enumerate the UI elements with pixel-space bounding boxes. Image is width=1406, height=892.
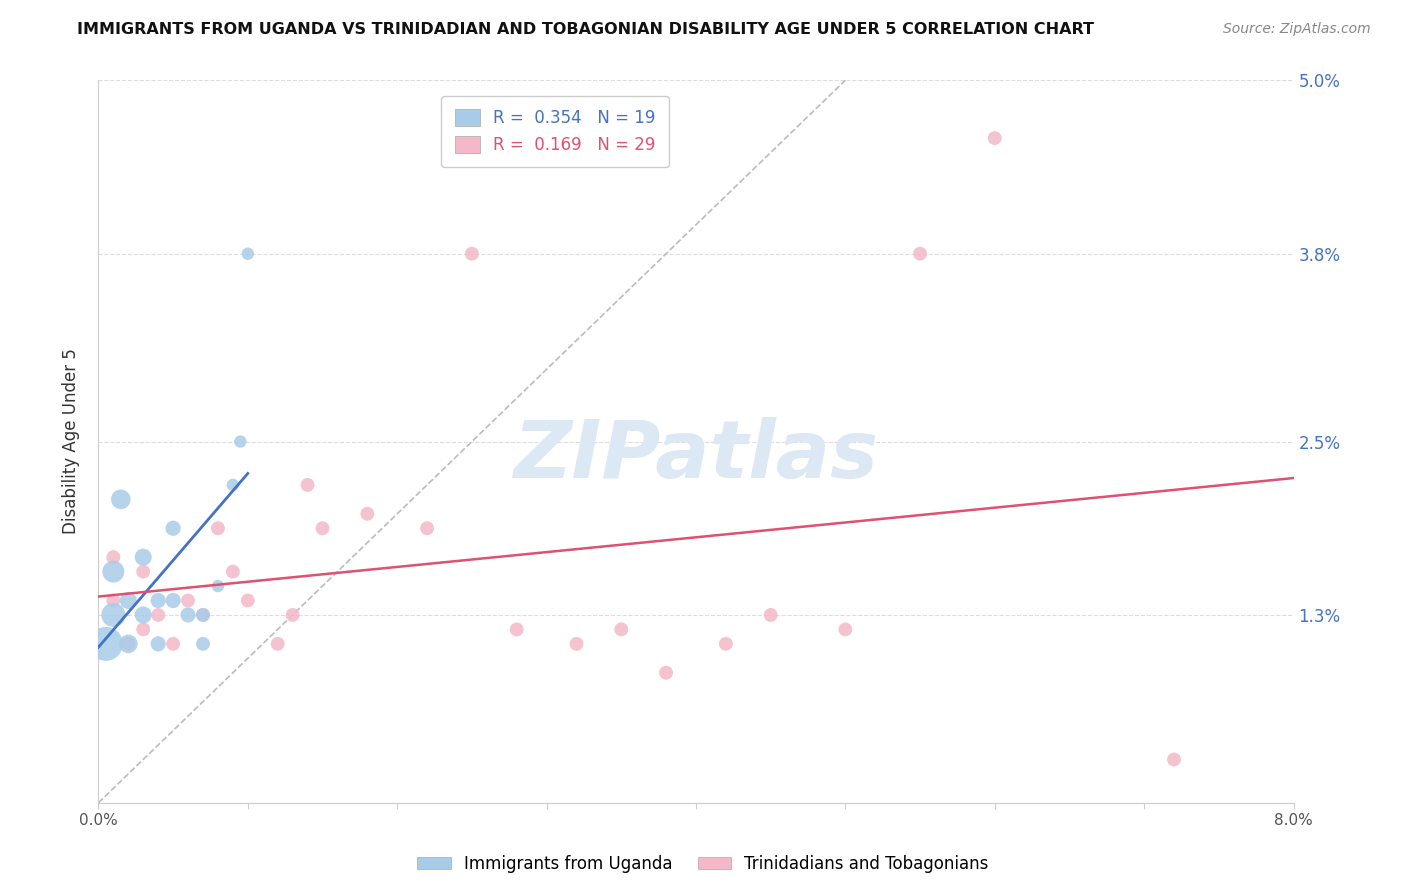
Point bbox=[297, 478, 319, 492]
Point bbox=[236, 593, 259, 607]
Point bbox=[132, 623, 155, 637]
Legend: Immigrants from Uganda, Trinidadians and Tobagonians: Immigrants from Uganda, Trinidadians and… bbox=[411, 848, 995, 880]
Point bbox=[103, 565, 125, 579]
Point bbox=[177, 593, 200, 607]
Point bbox=[132, 565, 155, 579]
Point bbox=[148, 607, 170, 622]
Point bbox=[356, 507, 378, 521]
Point bbox=[94, 637, 117, 651]
Point bbox=[984, 131, 1007, 145]
Point bbox=[565, 637, 588, 651]
Point bbox=[177, 607, 200, 622]
Point bbox=[132, 550, 155, 565]
Point bbox=[610, 623, 633, 637]
Point bbox=[416, 521, 439, 535]
Text: IMMIGRANTS FROM UGANDA VS TRINIDADIAN AND TOBAGONIAN DISABILITY AGE UNDER 5 CORR: IMMIGRANTS FROM UGANDA VS TRINIDADIAN AN… bbox=[77, 22, 1094, 37]
Point bbox=[655, 665, 678, 680]
Point bbox=[103, 593, 125, 607]
Point bbox=[148, 593, 170, 607]
Point bbox=[191, 607, 214, 622]
Point bbox=[103, 607, 125, 622]
Point bbox=[834, 623, 856, 637]
Point bbox=[117, 637, 139, 651]
Y-axis label: Disability Age Under 5: Disability Age Under 5 bbox=[62, 349, 80, 534]
Point bbox=[222, 565, 245, 579]
Point bbox=[759, 607, 782, 622]
Point bbox=[162, 593, 184, 607]
Point bbox=[908, 246, 931, 260]
Text: Source: ZipAtlas.com: Source: ZipAtlas.com bbox=[1223, 22, 1371, 37]
Point bbox=[506, 623, 529, 637]
Point bbox=[162, 521, 184, 535]
Point bbox=[267, 637, 290, 651]
Point bbox=[103, 550, 125, 565]
Point bbox=[117, 593, 139, 607]
Point bbox=[207, 521, 229, 535]
Point bbox=[132, 607, 155, 622]
Text: ZIPatlas: ZIPatlas bbox=[513, 417, 879, 495]
Point bbox=[311, 521, 333, 535]
Point bbox=[191, 637, 214, 651]
Legend: R =  0.354   N = 19, R =  0.169   N = 29: R = 0.354 N = 19, R = 0.169 N = 29 bbox=[441, 95, 669, 167]
Point bbox=[148, 637, 170, 651]
Point bbox=[191, 607, 214, 622]
Point bbox=[461, 246, 484, 260]
Point bbox=[207, 579, 229, 593]
Point bbox=[281, 607, 304, 622]
Point bbox=[162, 637, 184, 651]
Point bbox=[110, 492, 132, 507]
Point bbox=[117, 637, 139, 651]
Point bbox=[229, 434, 252, 449]
Point bbox=[236, 246, 259, 260]
Point bbox=[714, 637, 737, 651]
Point bbox=[222, 478, 245, 492]
Point bbox=[1163, 752, 1185, 766]
